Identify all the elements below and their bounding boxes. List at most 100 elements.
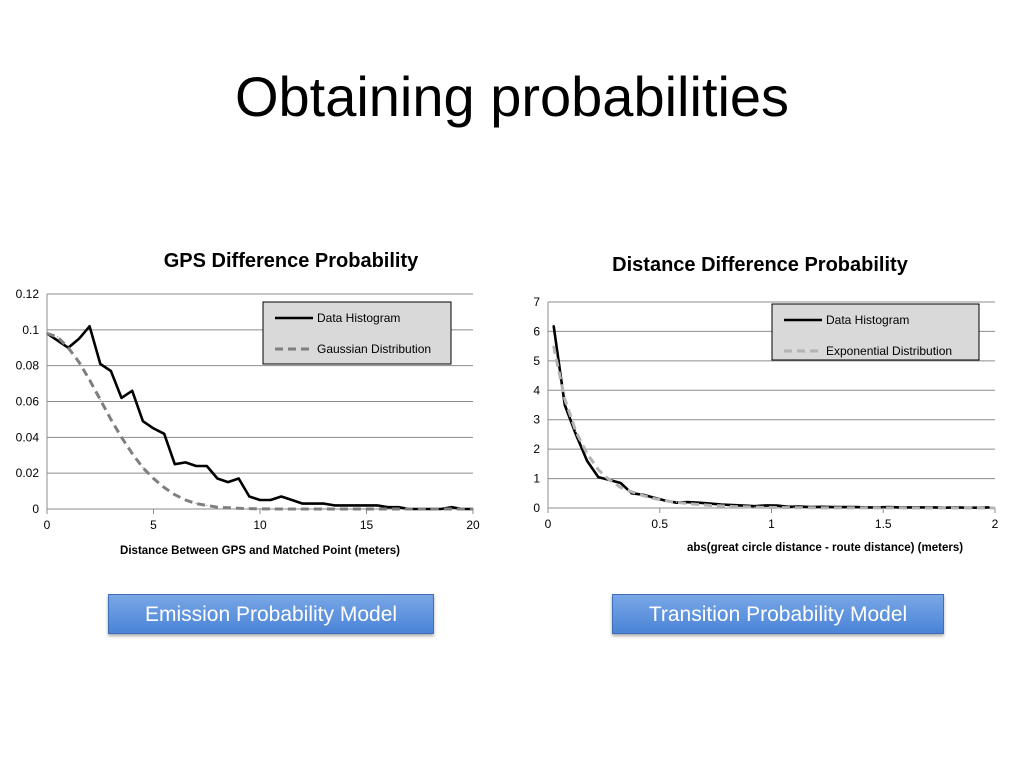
- data-point: [110, 418, 112, 421]
- y-tick-label: 3: [533, 413, 540, 427]
- data-point: [994, 507, 996, 509]
- data-point: [472, 508, 474, 510]
- data-point: [355, 504, 357, 507]
- data-point: [227, 481, 229, 483]
- data-point: [248, 508, 250, 510]
- data-point: [837, 507, 840, 509]
- y-tick-label: 0: [32, 502, 39, 516]
- data-point: [302, 508, 304, 510]
- data-point: [932, 506, 935, 509]
- data-point: [754, 506, 756, 508]
- data-point: [608, 479, 611, 481]
- data-point: [57, 336, 59, 338]
- y-tick-label: 2: [533, 442, 540, 456]
- x-tick-label: 0: [44, 518, 51, 532]
- transition-probability-model-button[interactable]: Transition Probability Model: [612, 594, 944, 634]
- data-point: [709, 504, 711, 506]
- data-point: [248, 495, 250, 498]
- data-point: [440, 508, 442, 510]
- legend-label: Gaussian Distribution: [317, 342, 431, 356]
- y-tick-label: 1: [533, 472, 540, 486]
- x-tick-label: 10: [253, 518, 267, 532]
- x-tick-label: 20: [466, 518, 480, 532]
- chart-title: GPS Difference Probability: [164, 250, 419, 272]
- data-point: [46, 332, 48, 335]
- y-tick-label: 7: [533, 295, 540, 309]
- data-point: [564, 404, 566, 406]
- data-point: [216, 477, 218, 480]
- data-point: [99, 363, 101, 365]
- data-point: [698, 503, 700, 506]
- data-point: [664, 500, 666, 502]
- data-point: [586, 452, 588, 455]
- distance-difference-chart: Distance Difference Probability 0 1 2 3 4 5 6 7 0…: [533, 254, 999, 554]
- data-point: [927, 507, 929, 509]
- x-tick-label: 15: [360, 518, 374, 532]
- x-tick-label: 1: [768, 517, 775, 531]
- data-point: [620, 486, 622, 488]
- data-point: [67, 347, 69, 349]
- y-tick-label: 0.04: [16, 430, 40, 444]
- y-tick-label: 0.1: [22, 323, 39, 337]
- data-point: [365, 504, 368, 507]
- data-point: [227, 507, 229, 509]
- data-point: [78, 338, 80, 340]
- emission-probability-model-button[interactable]: Emission Probability Model: [108, 594, 434, 634]
- data-point: [333, 504, 336, 507]
- data-point: [742, 506, 745, 508]
- data-point: [280, 495, 282, 498]
- data-point: [259, 508, 261, 510]
- x-tick-label: 1.5: [875, 517, 892, 531]
- data-point: [408, 508, 410, 510]
- data-point: [765, 506, 767, 509]
- data-point: [882, 507, 884, 509]
- data-point: [312, 503, 314, 505]
- data-point: [120, 397, 123, 399]
- data-point: [238, 507, 240, 509]
- legend-label: Data Histogram: [317, 311, 400, 325]
- data-point: [365, 508, 368, 510]
- y-tick-label: 0.06: [16, 395, 40, 409]
- data-point: [89, 325, 91, 327]
- data-point: [206, 465, 208, 467]
- data-point: [323, 508, 325, 510]
- legend-label: Exponential Distribution: [826, 344, 952, 358]
- data-point: [120, 436, 123, 438]
- data-point: [280, 508, 282, 510]
- data-point: [620, 482, 622, 484]
- data-point: [195, 503, 197, 505]
- data-point: [552, 324, 555, 327]
- data-point: [642, 495, 644, 497]
- data-point: [972, 507, 974, 509]
- data-point: [387, 506, 389, 508]
- data-point: [910, 506, 912, 509]
- x-axis-label: abs(great circle distance - route distan…: [687, 542, 963, 554]
- data-point: [597, 469, 599, 471]
- data-point: [302, 503, 304, 505]
- data-point: [988, 506, 991, 509]
- chart-title: Distance Difference Probability: [612, 254, 909, 276]
- data-point: [843, 506, 845, 508]
- y-tick-label: 0.12: [16, 287, 40, 301]
- data-point: [376, 504, 378, 507]
- data-point: [575, 430, 577, 433]
- x-tick-label: 5: [150, 518, 157, 532]
- data-point: [552, 345, 555, 347]
- data-point: [142, 420, 144, 422]
- data-point: [921, 506, 923, 509]
- data-point: [586, 460, 588, 462]
- data-point: [451, 508, 453, 510]
- data-point: [793, 507, 795, 509]
- data-point: [776, 505, 778, 507]
- legend-label: Data Histogram: [826, 313, 909, 327]
- x-tick-label: 0: [545, 517, 552, 531]
- data-point: [163, 433, 165, 435]
- x-tick-label: 2: [992, 517, 999, 531]
- data-point: [174, 463, 176, 465]
- data-point: [720, 505, 722, 507]
- data-point: [110, 370, 112, 372]
- data-point: [131, 452, 133, 455]
- data-point: [854, 506, 856, 508]
- data-point: [675, 501, 678, 504]
- data-point: [206, 504, 208, 507]
